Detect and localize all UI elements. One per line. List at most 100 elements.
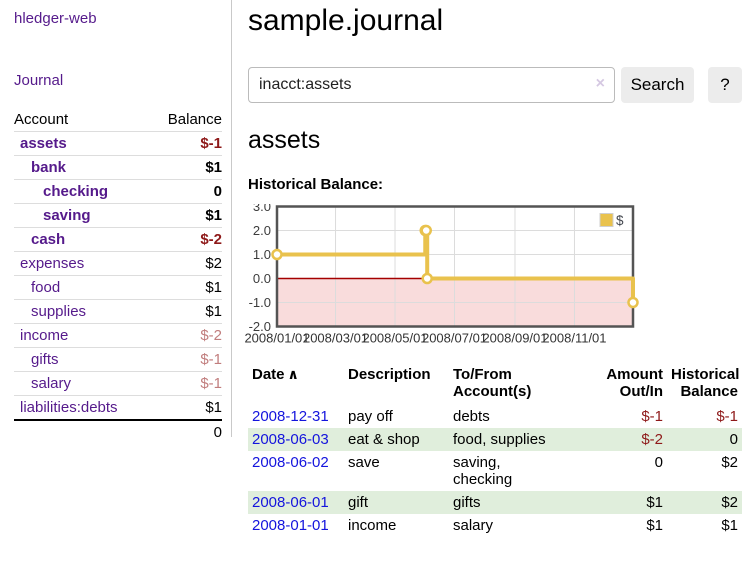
search-input[interactable] <box>248 67 615 103</box>
help-button[interactable]: ? <box>708 67 742 103</box>
accounts-table: Account Balance assets $-1 bank $1 check… <box>14 108 222 444</box>
svg-text:2008/07/01: 2008/07/01 <box>422 331 487 346</box>
transaction-amount: $1 <box>646 517 663 534</box>
account-link[interactable]: cash <box>31 231 66 248</box>
account-row: cash $-2 <box>14 227 222 252</box>
chart-title: Historical Balance: <box>248 176 384 193</box>
svg-text:2008/09/01: 2008/09/01 <box>482 331 547 346</box>
transaction-row: 2008-12-31 pay off debts $-1 $-1 <box>248 405 742 428</box>
account-link[interactable]: bank <box>31 159 67 176</box>
page-title: sample.journal <box>248 4 444 37</box>
account-balance: $2 <box>150 251 222 276</box>
accounts-header-account: Account <box>14 108 151 132</box>
register-header-amount: Amount Out/In <box>606 366 663 400</box>
account-row: supplies $1 <box>14 299 222 324</box>
transaction-balance: $1 <box>721 517 738 534</box>
transaction-description: pay off <box>348 408 393 425</box>
account-balance: $1 <box>150 395 222 421</box>
svg-text:2008/11/01: 2008/11/01 <box>542 331 606 346</box>
svg-text:2008/03/01: 2008/03/01 <box>303 331 368 346</box>
account-balance: $1 <box>150 275 222 300</box>
account-balance: $1 <box>150 299 222 324</box>
transaction-balance: $2 <box>721 454 738 471</box>
svg-text:1.0: 1.0 <box>253 247 271 262</box>
transaction-balance: 0 <box>729 431 738 448</box>
svg-text:3.0: 3.0 <box>253 204 271 214</box>
account-balance: 0 <box>150 179 222 204</box>
accounts-header-balance: Balance <box>150 108 222 132</box>
transaction-row: 2008-06-02 save saving, checking 0 $2 <box>248 451 742 491</box>
transaction-row: 2008-01-01 income salary $1 $1 <box>248 514 742 537</box>
svg-text:2008/01/01: 2008/01/01 <box>244 331 309 346</box>
transaction-row: 2008-06-03 eat & shop food, supplies $-2… <box>248 428 742 451</box>
account-row: food $1 <box>14 275 222 300</box>
sidebar-divider <box>231 0 232 437</box>
svg-text:-2.0: -2.0 <box>249 319 271 334</box>
register-table: Date ∧ Description To/From Account(s) Amo… <box>248 363 742 537</box>
clear-search-icon[interactable]: × <box>595 75 605 92</box>
account-row: liabilities:debts $1 <box>14 395 222 421</box>
account-link[interactable]: checking <box>43 183 109 200</box>
transaction-accounts: saving, checking <box>453 454 513 488</box>
transaction-description: eat & shop <box>348 431 420 448</box>
account-row: assets $-1 <box>14 131 222 156</box>
svg-text:0.0: 0.0 <box>253 271 271 286</box>
search-button[interactable]: Search <box>621 67 694 103</box>
account-heading: assets <box>248 126 321 154</box>
account-balance: $-1 <box>150 347 222 372</box>
register-header-date[interactable]: Date ∧ <box>252 366 299 383</box>
account-link[interactable]: liabilities:debts <box>20 399 118 416</box>
account-row: income $-2 <box>14 323 222 348</box>
transaction-accounts: salary <box>453 517 494 534</box>
register-header-row: Date ∧ Description To/From Account(s) Amo… <box>248 363 742 405</box>
account-row: checking 0 <box>14 179 222 204</box>
transaction-row: 2008-06-01 gift gifts $1 $2 <box>248 491 742 514</box>
account-balance: $-1 <box>150 371 222 396</box>
register-header-balance: Historical Balance <box>671 366 740 400</box>
transaction-balance: $-1 <box>716 408 738 425</box>
transaction-balance: $2 <box>721 494 738 511</box>
historical-balance-chart: $3.0 2.0 1.0 0.0 -1.0 -2.02008/01/012008/03/0… <box>244 204 639 346</box>
transaction-date-link[interactable]: 2008-06-02 <box>252 454 329 471</box>
svg-text:2008/05/01: 2008/05/01 <box>362 331 427 346</box>
app-title-link[interactable]: hledger-web <box>14 10 97 27</box>
accounts-total-spacer <box>14 419 151 444</box>
account-link[interactable]: food <box>31 279 61 296</box>
transaction-description: income <box>348 517 397 534</box>
account-balance: $1 <box>150 155 222 180</box>
transaction-date-link[interactable]: 2008-06-01 <box>252 494 329 511</box>
transaction-date-link[interactable]: 2008-06-03 <box>252 431 329 448</box>
sidebar: hledger-web Journal Account Balance asse… <box>0 0 231 444</box>
accounts-total: 0 <box>150 419 222 444</box>
main-content: sample.journal × Search ? assets Histori… <box>244 0 742 537</box>
account-row: expenses $2 <box>14 251 222 276</box>
sort-ascending-icon: ∧ <box>287 366 299 382</box>
svg-text:2.0: 2.0 <box>253 223 271 238</box>
search-form: × Search ? <box>248 67 742 103</box>
transaction-amount: $-1 <box>641 408 663 425</box>
transaction-amount: 0 <box>654 454 663 471</box>
account-row: salary $-1 <box>14 371 222 396</box>
transaction-date-link[interactable]: 2008-12-31 <box>252 408 329 425</box>
register-header-description: Description <box>348 366 431 383</box>
svg-text:-1.0: -1.0 <box>249 295 271 310</box>
transaction-accounts: debts <box>453 408 490 425</box>
transaction-accounts: food, supplies <box>453 431 546 448</box>
account-balance: $-2 <box>150 323 222 348</box>
transaction-date-link[interactable]: 2008-01-01 <box>252 517 329 534</box>
account-link[interactable]: salary <box>31 375 72 392</box>
transaction-accounts: gifts <box>453 494 481 511</box>
account-link[interactable]: supplies <box>31 303 87 320</box>
transaction-amount: $1 <box>646 494 663 511</box>
journal-nav-link[interactable]: Journal <box>14 72 64 89</box>
account-link[interactable]: expenses <box>20 255 85 272</box>
account-balance: $-2 <box>150 227 222 252</box>
transaction-amount: $-2 <box>641 431 663 448</box>
account-link[interactable]: assets <box>20 135 67 152</box>
account-row: bank $1 <box>14 155 222 180</box>
svg-text:$: $ <box>616 213 624 228</box>
account-balance: $1 <box>150 203 222 228</box>
account-link[interactable]: saving <box>43 207 91 224</box>
account-link[interactable]: income <box>20 327 69 344</box>
account-link[interactable]: gifts <box>31 351 59 368</box>
